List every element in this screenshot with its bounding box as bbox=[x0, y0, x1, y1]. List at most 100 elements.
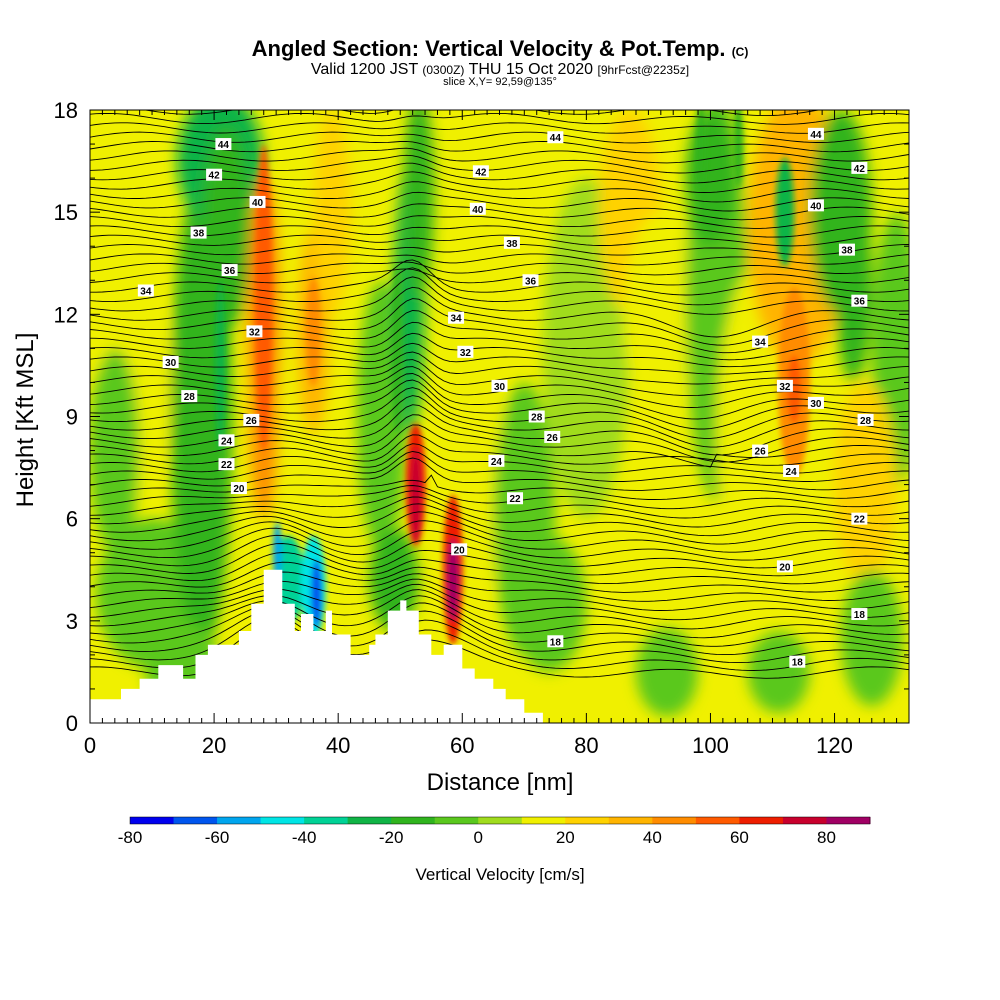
colorbar-tick-label: 20 bbox=[556, 828, 575, 847]
theta-contour bbox=[90, 511, 909, 545]
contour-label: 34 bbox=[448, 311, 465, 325]
contour-label: 34 bbox=[137, 284, 154, 297]
theta-contour bbox=[90, 387, 909, 439]
theta-contour bbox=[90, 602, 909, 647]
colorbar: -80 -60 -40 -20 0 20 40 60 80 bbox=[118, 816, 871, 847]
theta-contour bbox=[90, 298, 909, 346]
contour-label-text: 36 bbox=[525, 276, 537, 287]
terrain bbox=[90, 569, 909, 723]
contour-label-bg bbox=[752, 444, 769, 457]
theta-contour bbox=[90, 615, 909, 664]
theta-contour bbox=[90, 561, 909, 593]
theta-contour bbox=[90, 490, 909, 519]
contour-label: 30 bbox=[491, 379, 508, 393]
contour-label: 22 bbox=[851, 512, 868, 526]
contour-label-text: 22 bbox=[854, 515, 866, 526]
y-tick-label: 6 bbox=[66, 507, 78, 532]
x-axis-label: Distance [nm] bbox=[427, 769, 574, 796]
theta-contour bbox=[90, 203, 909, 221]
theta-contour bbox=[90, 215, 909, 229]
contour-label: 24 bbox=[783, 464, 800, 478]
colorbar-tick-label: -20 bbox=[379, 828, 404, 847]
contour-label-bg bbox=[457, 345, 474, 358]
velocity-cell bbox=[403, 110, 435, 298]
velocity-core bbox=[733, 110, 744, 189]
contour-label: 42 bbox=[851, 161, 868, 175]
velocity-core bbox=[215, 280, 226, 451]
velocity-cell bbox=[511, 535, 587, 672]
contour-label: 40 bbox=[807, 199, 824, 212]
theta-contour bbox=[90, 404, 909, 456]
contour-label-text: 32 bbox=[249, 327, 261, 338]
y-tick-label: 15 bbox=[54, 200, 78, 225]
contour-label-bg bbox=[776, 560, 793, 573]
contour-label: 36 bbox=[851, 294, 868, 308]
theta-contour bbox=[90, 379, 909, 430]
colorbar-swatch bbox=[782, 817, 827, 824]
theta-contour bbox=[90, 496, 909, 528]
theta-contour bbox=[90, 534, 909, 569]
colorbar-tick-label: -60 bbox=[205, 828, 230, 847]
colorbar-tick-label: 60 bbox=[730, 828, 749, 847]
contour-label: 30 bbox=[807, 396, 824, 410]
contour-label-text: 40 bbox=[810, 201, 822, 212]
velocity-cell bbox=[834, 178, 872, 383]
colorbar-tick-label: -40 bbox=[292, 828, 317, 847]
colorbar-tick-label: 80 bbox=[817, 828, 836, 847]
velocity-core bbox=[305, 276, 321, 386]
contour-label-bg bbox=[783, 464, 800, 477]
x-tick-label: 40 bbox=[326, 733, 350, 758]
contour-label: 32 bbox=[246, 325, 263, 338]
contour-label: 42 bbox=[472, 165, 489, 178]
contour-label-bg bbox=[469, 202, 486, 215]
theta-contour bbox=[90, 276, 909, 315]
theta-contour bbox=[90, 451, 909, 482]
theta-contour bbox=[90, 244, 909, 256]
contour-label-text: 32 bbox=[779, 382, 791, 393]
y-tick-label: 9 bbox=[66, 405, 78, 430]
contour-label-text: 30 bbox=[165, 358, 177, 369]
contour-label-bg bbox=[472, 165, 489, 178]
contour-label: 36 bbox=[221, 264, 238, 277]
contour-label: 26 bbox=[544, 430, 561, 444]
colorbar-swatch bbox=[826, 817, 871, 824]
contour-label-text: 26 bbox=[547, 433, 559, 444]
contour-label-text: 24 bbox=[786, 467, 798, 478]
contour-label-bg bbox=[851, 608, 868, 621]
x-tick-label: 120 bbox=[816, 733, 853, 758]
contour-label-bg bbox=[547, 635, 564, 648]
theta-contour bbox=[90, 162, 909, 184]
contour-label: 36 bbox=[522, 274, 539, 287]
theta-contour bbox=[90, 571, 909, 602]
velocity-core bbox=[410, 447, 422, 543]
contour-label-bg bbox=[206, 168, 223, 181]
contour-label-text: 18 bbox=[854, 610, 866, 621]
theta-contour bbox=[90, 543, 909, 577]
theta-contour bbox=[90, 154, 909, 174]
theta-contour bbox=[90, 595, 909, 639]
contour-label-bg bbox=[851, 294, 868, 307]
contour-label-bg bbox=[190, 226, 207, 239]
contour-label-bg bbox=[221, 264, 238, 277]
contour-label-text: 38 bbox=[193, 229, 205, 240]
theta-contour bbox=[90, 140, 909, 154]
theta-contour bbox=[90, 122, 909, 134]
y-tick-label: 0 bbox=[66, 711, 78, 736]
y-tick-label: 3 bbox=[66, 609, 78, 634]
contour-label-bg bbox=[491, 379, 508, 392]
y-tick-label: 12 bbox=[54, 302, 78, 327]
contour-label-bg bbox=[137, 284, 154, 297]
velocity-field bbox=[90, 110, 909, 723]
contour-label: 22 bbox=[507, 492, 524, 505]
contour-label-bg bbox=[789, 655, 806, 668]
contour-label: 20 bbox=[776, 560, 793, 573]
colorbar-tick-label: 0 bbox=[474, 828, 483, 847]
contour-label-bg bbox=[507, 492, 524, 505]
theta-contour bbox=[90, 395, 909, 448]
colorbar-swatch bbox=[304, 817, 349, 824]
contour-label-bg bbox=[230, 482, 247, 495]
contour-label-text: 38 bbox=[841, 246, 853, 257]
contour-label-text: 28 bbox=[184, 392, 196, 403]
contour-label-bg bbox=[544, 430, 561, 443]
